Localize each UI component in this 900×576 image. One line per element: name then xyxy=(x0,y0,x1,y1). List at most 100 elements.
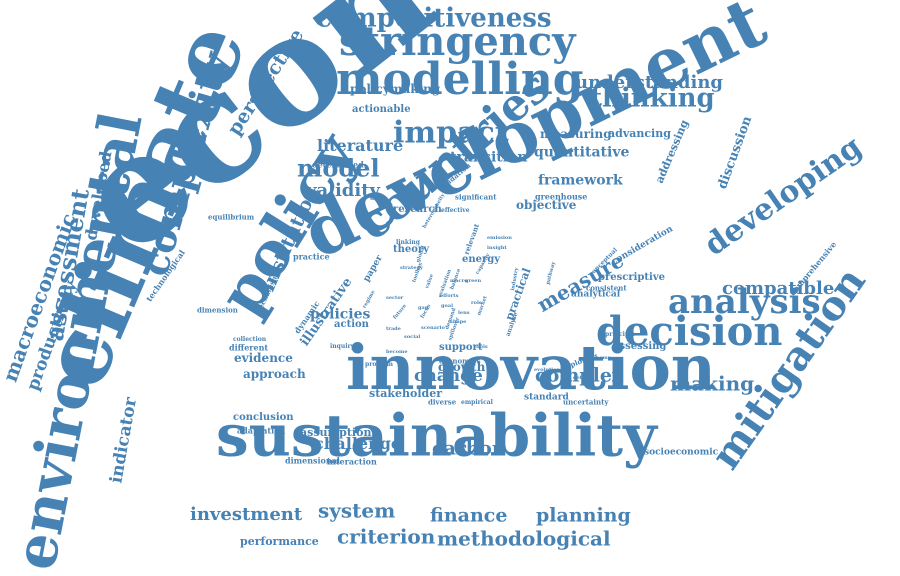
cloud-word-change: change xyxy=(414,366,483,387)
cloud-word-innovation: innovation xyxy=(346,331,716,405)
cloud-word-advancing: advancing xyxy=(608,126,671,140)
cloud-word-relevant: relevant xyxy=(461,222,482,256)
cloud-word-economies: economies xyxy=(439,356,481,366)
cloud-word-trade: trade xyxy=(386,325,401,332)
cloud-word-transition: transition xyxy=(450,149,528,166)
cloud-word-literature: literature xyxy=(317,135,404,155)
cloud-word-support: support xyxy=(439,341,483,353)
cloud-word-analytical: analytical xyxy=(571,289,621,300)
cloud-word-assessing: assessing xyxy=(613,340,667,352)
cloud-word-performance: performance xyxy=(240,534,319,548)
cloud-word-criterion: criterion xyxy=(337,524,436,549)
cloud-word-gap: gap xyxy=(418,304,429,311)
cloud-word-equilibrium: equilibrium xyxy=(208,212,255,222)
cloud-word-inquiry: inquiry xyxy=(330,343,355,351)
cloud-word-macro: macro xyxy=(450,277,468,284)
cloud-word-determined: determined xyxy=(312,159,364,170)
cloud-word-lens: lens xyxy=(458,309,470,316)
cloud-word-energy: energy xyxy=(462,253,501,265)
cloud-word-developing: developing xyxy=(698,129,869,264)
cloud-word-economy: economy xyxy=(586,354,611,361)
cloud-word-interaction: interaction xyxy=(327,456,377,467)
cloud-word-understanding: understanding xyxy=(575,72,723,94)
cloud-word-efforts: efforts xyxy=(440,292,459,299)
cloud-word-approach: approach xyxy=(243,367,306,382)
cloud-word-decision: decision xyxy=(596,308,783,356)
cloud-word-policies: policies xyxy=(310,306,371,323)
cloud-word-policymaking: policymaking xyxy=(350,82,441,97)
cloud-word-framework: framework xyxy=(538,172,623,189)
cloud-word-consistent: consistent xyxy=(586,283,627,293)
cloud-word-linking: linking xyxy=(396,239,420,247)
cloud-word-consideration: consideration xyxy=(609,224,675,268)
cloud-word-impact: impact xyxy=(393,115,509,151)
cloud-word-role: role xyxy=(471,299,483,306)
cloud-word-competitiveness: competitiveness xyxy=(316,3,552,34)
cloud-word-scenario: scenario xyxy=(421,324,445,331)
cloud-word-social: social xyxy=(404,333,421,340)
cloud-word-theory: theory xyxy=(393,243,430,255)
cloud-word-green: green xyxy=(465,277,482,284)
cloud-word-compatible: compatible xyxy=(722,278,835,300)
cloud-word-goal: goal xyxy=(441,302,453,309)
cloud-word-challenge: challenge xyxy=(314,433,402,453)
cloud-word-standard: standard xyxy=(524,392,569,403)
cloud-word-discussion: discussion xyxy=(715,114,756,192)
cloud-word-carbon: carbon xyxy=(432,437,506,460)
cloud-word-complex: complex xyxy=(535,364,624,387)
cloud-word-collection: collection xyxy=(233,336,267,344)
cloud-word-dimensional: dimensional xyxy=(285,455,340,466)
cloud-word-insight: insight xyxy=(487,244,507,251)
cloud-word-effective: effective xyxy=(441,207,470,215)
cloud-word-value: value xyxy=(424,273,435,290)
cloud-word-greenhouse: greenhouse xyxy=(535,191,588,202)
cloud-word-dimension: dimension xyxy=(197,305,238,315)
cloud-word-paper: paper xyxy=(361,253,385,284)
cloud-word-measuring: measuring xyxy=(540,127,612,142)
cloud-word-actionable: actionable xyxy=(352,103,411,115)
cloud-word-detail: detail xyxy=(573,374,590,381)
cloud-word-system: system xyxy=(318,498,396,523)
cloud-word-making: making xyxy=(670,371,755,396)
cloud-word-different: different xyxy=(229,342,269,353)
cloud-word-model: model xyxy=(297,153,380,183)
cloud-word-uncertainty: uncertainty xyxy=(563,397,609,407)
cloud-word-become: become xyxy=(386,348,408,355)
cloud-word-assumption: assumption xyxy=(300,425,372,439)
cloud-word-significant: significant xyxy=(455,192,497,202)
cloud-word-thinking: thinking xyxy=(590,83,715,114)
cloud-word-sector: sector xyxy=(386,294,404,301)
cloud-word-emission: emission xyxy=(487,234,512,241)
cloud-word-practice: practice xyxy=(293,251,330,262)
cloud-word-strategy: strategy xyxy=(400,264,423,271)
cloud-word-prescriptive: prescriptive xyxy=(598,271,665,283)
cloud-word-indicator: indicator xyxy=(106,395,142,485)
cloud-word-diverse: diverse xyxy=(428,397,457,407)
cloud-word-methodological: methodological xyxy=(437,526,611,551)
cloud-word-action: action xyxy=(334,318,369,330)
cloud-word-evolution: evolution xyxy=(534,366,561,373)
cloud-word-empirical: empirical xyxy=(461,399,493,407)
cloud-word-finance: finance xyxy=(430,504,508,527)
cloud-word-future: future xyxy=(392,303,408,321)
cloud-word-shape: shape xyxy=(450,318,467,325)
cloud-word-problem: problem xyxy=(365,361,393,369)
cloud-word-planning: planning xyxy=(536,504,631,527)
cloud-word-conclusion: conclusion xyxy=(233,411,294,423)
cloud-word-principle: principle xyxy=(605,331,636,339)
cloud-word-analysis: analysis xyxy=(668,282,821,323)
cloud-word-socioeconomic: socioeconomic xyxy=(644,447,719,458)
cloud-word-growth: growth xyxy=(438,360,486,375)
cloud-word-validity: validity xyxy=(306,180,380,202)
cloud-word-investment: investment xyxy=(190,504,303,526)
cloud-word-stakeholder: stakeholder xyxy=(369,386,443,400)
cloud-word-objective: objective xyxy=(516,198,577,213)
cloud-word-tools: tools xyxy=(474,343,488,350)
cloud-word-stringency: stringency xyxy=(339,18,576,66)
cloud-word-market: market xyxy=(476,295,489,317)
cloud-word-research: research xyxy=(393,203,442,215)
cloud-word-quantitative: quantitative xyxy=(534,144,630,161)
cloud-word-evidence: evidence xyxy=(234,351,293,366)
cloud-word-adaptation: adaptation xyxy=(237,425,286,436)
